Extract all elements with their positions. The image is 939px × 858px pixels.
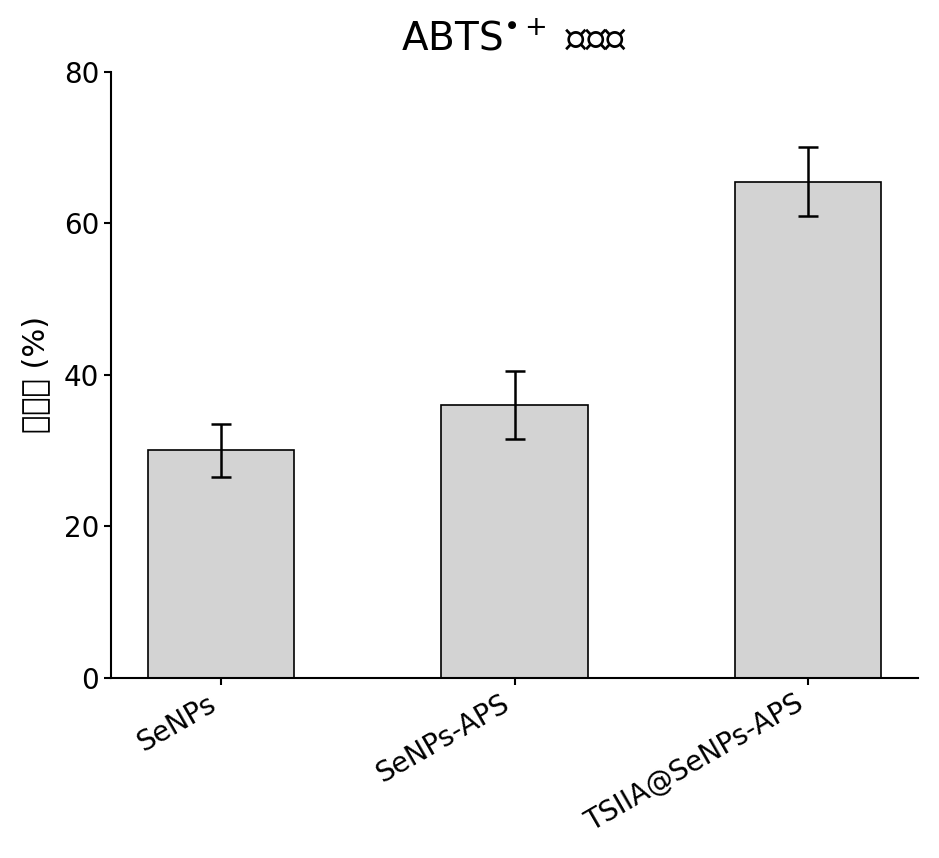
Bar xyxy=(441,405,588,678)
Y-axis label: 清除率 (%): 清除率 (%) xyxy=(21,316,50,433)
Bar xyxy=(734,182,882,678)
Title: ABTS$^{•+}$ 自由基: ABTS$^{•+}$ 自由基 xyxy=(402,21,627,59)
Bar xyxy=(147,450,294,678)
